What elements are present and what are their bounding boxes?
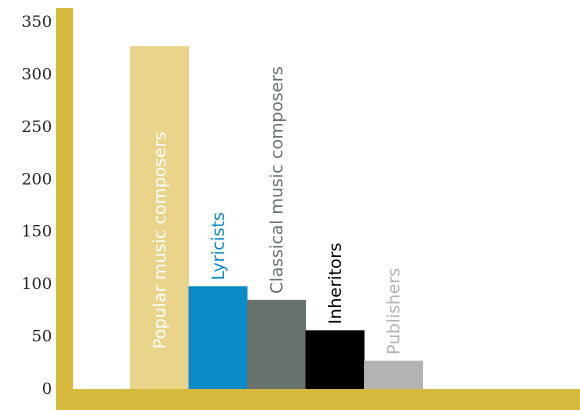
y-tick-label: 100 [21,274,52,293]
bar-label: Classical music composers [267,66,287,294]
bar [247,299,306,389]
bars [130,46,423,390]
y-axis-line [56,8,73,410]
axes [56,8,580,410]
bar-label: Publishers [384,268,404,355]
bar-label: Inheritors [326,242,346,324]
y-tick-label: 350 [21,12,52,31]
bar-label: Popular music composers [150,131,170,349]
y-tick-label: 300 [21,64,52,83]
bar [130,46,189,390]
bar [364,360,423,389]
y-tick-label: 0 [42,379,52,398]
bar [188,286,248,389]
bar-label: Lyricists [209,212,229,280]
y-tick-label: 200 [21,169,52,188]
bar-labels: Popular music composers Lyricists Classica… [150,66,404,355]
y-tick-label: 250 [21,117,52,136]
y-axis-ticks: 0 50 100 150 200 250 300 350 [21,12,52,398]
x-axis-line [56,389,580,410]
bar [305,330,365,389]
y-tick-label: 50 [32,327,52,346]
y-tick-label: 150 [21,222,52,241]
